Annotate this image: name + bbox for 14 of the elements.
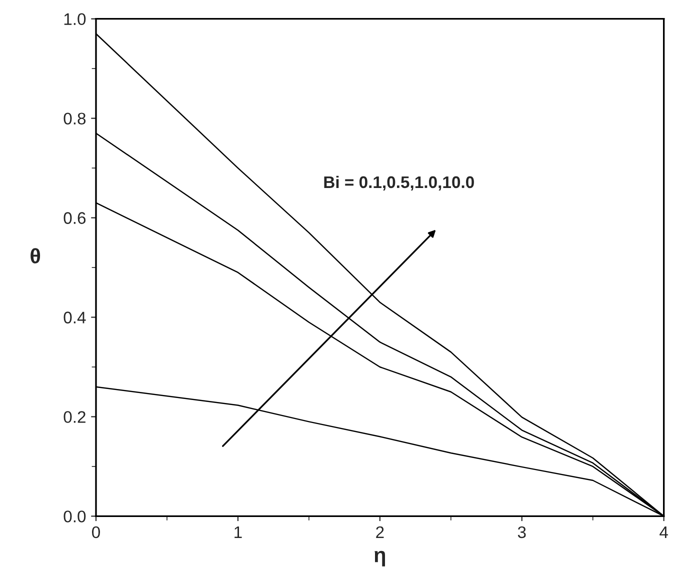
y-tick-label: 1.0 [64,13,86,26]
x-tick-label: 0 [92,526,100,538]
annotation: Bi = 0.1,0.5,1.0,10.0 [324,176,474,191]
x-tick-label: 2 [376,526,384,538]
y-tick-label: 0.6 [64,212,86,224]
y-tick-label: 0.0 [64,510,86,522]
x-axis-title: η [374,550,385,566]
y-axis-title: θ [30,248,40,264]
x-tick-label: 4 [660,526,668,538]
y-tick-label: 0.8 [64,112,86,125]
y-tick-label: 0.2 [64,411,86,423]
x-tick-label: 3 [518,526,526,538]
y-tick-label: 0.4 [64,312,86,324]
x-tick-label: 1 [234,526,242,538]
